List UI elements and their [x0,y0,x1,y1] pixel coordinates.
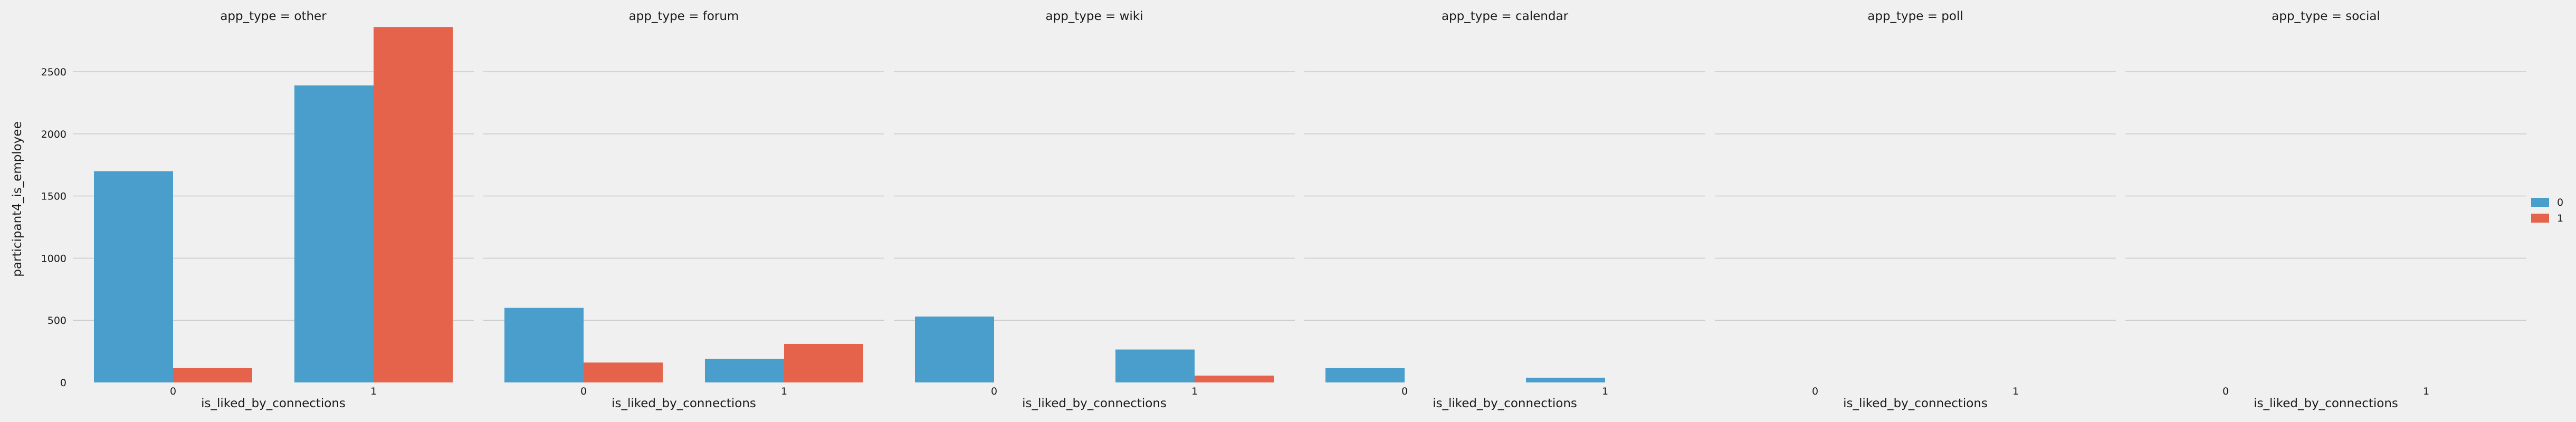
x-axis-label-other: is_liked_by_connections [201,397,346,410]
panel-title-forum: app_type = forum [629,9,739,23]
x-tick-calendar-1: 1 [1602,386,1608,397]
panel-title-other: app_type = other [220,9,327,23]
panel-title-wiki: app_type = wiki [1046,9,1143,23]
y-tick-2500: 2500 [41,66,66,78]
y-axis-label: participant4_is_employee [11,121,24,276]
x-axis-label-forum: is_liked_by_connections [612,397,756,410]
bar-wiki-x1-s1 [1195,376,1274,382]
x-tick-social-0: 0 [2222,386,2229,397]
x-tick-calendar-0: 0 [1401,386,1408,397]
legend-swatch-1 [2531,214,2549,223]
legend-swatch-0 [2531,198,2549,207]
bar-other-x0-s1 [173,368,252,382]
bar-calendar-x0-s0 [1325,368,1405,382]
panel-title-calendar: app_type = calendar [1442,9,1569,23]
legend-label-1: 1 [2557,213,2563,224]
x-axis-label-wiki: is_liked_by_connections [1022,397,1167,410]
panel-title-poll: app_type = poll [1867,9,1963,23]
bar-other-x1-s1 [374,27,453,383]
y-tick-0: 0 [60,377,66,389]
bar-forum-x1-s0 [705,359,784,382]
x-tick-other-1: 1 [370,386,377,397]
bar-wiki-x0-s0 [915,316,994,382]
bar-forum-x1-s1 [784,343,863,382]
bar-forum-x0-s0 [504,308,584,382]
x-axis-label-social: is_liked_by_connections [2254,397,2398,410]
x-axis-label-calendar: is_liked_by_connections [1433,397,1577,410]
x-tick-forum-1: 1 [781,386,787,397]
y-tick-500: 500 [47,315,66,327]
x-tick-wiki-0: 0 [991,386,997,397]
bar-other-x1-s0 [294,85,374,383]
x-tick-social-1: 1 [2423,386,2429,397]
y-tick-1500: 1500 [41,191,66,203]
x-tick-wiki-1: 1 [1191,386,1198,397]
x-tick-poll-0: 0 [1812,386,1818,397]
bar-other-x0-s0 [94,171,173,382]
y-tick-1000: 1000 [41,253,66,264]
bar-wiki-x1-s0 [1115,349,1195,382]
x-axis-label-poll: is_liked_by_connections [1843,397,1988,410]
x-tick-poll-1: 1 [2012,386,2019,397]
x-tick-other-0: 0 [170,386,176,397]
y-tick-2000: 2000 [41,129,66,140]
panel-title-social: app_type = social [2272,9,2380,23]
legend-label-0: 0 [2557,197,2563,208]
bar-calendar-x1-s0 [1526,378,1605,382]
x-tick-forum-0: 0 [580,386,587,397]
bar-forum-x0-s1 [584,362,663,382]
